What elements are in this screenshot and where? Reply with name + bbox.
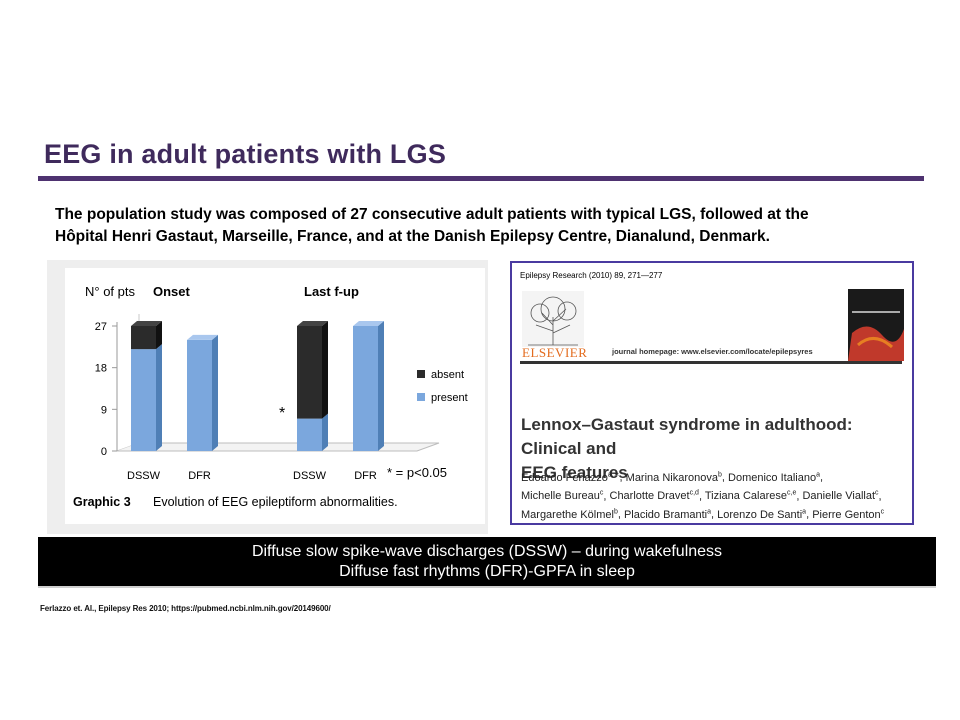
y-tick-label: 18 [95, 363, 107, 375]
author-name: Lorenzo De Santia [717, 508, 807, 521]
author-name: Tiziana Calaresec,e [704, 489, 797, 503]
author-name: Placido Bramantia [623, 508, 712, 521]
citation: Ferlazzo et. Al., Epilepsy Res 2010; htt… [40, 604, 331, 613]
journal-reference: Epilepsy Research (2010) 89, 271—277 [520, 271, 663, 280]
x-tick-label: DFR [188, 470, 211, 482]
elsevier-tree-icon [522, 291, 584, 347]
paper-header: Epilepsy Research (2010) 89, 271—277 ELS… [520, 271, 904, 364]
paper-title-line-2: EEG features [521, 463, 628, 482]
bar-side [156, 344, 162, 451]
paper-title: Lennox–Gastaut syndrome in adulthood: Cl… [521, 413, 911, 485]
paper-authors: Edoardo Ferlazzoa,∗, Marina Nikaronovab,… [521, 471, 885, 521]
bar-segment [131, 349, 156, 451]
journal-homepage: journal homepage: www.elsevier.com/locat… [612, 347, 813, 356]
bar-segment [131, 326, 156, 350]
group-label: Last f-up [304, 284, 359, 299]
y-tick-label: 9 [101, 404, 107, 416]
paper-title-line-1: Lennox–Gastaut syndrome in adulthood: Cl… [521, 415, 853, 458]
bar-side [156, 321, 162, 350]
author-name: Domenico Italianoa [728, 471, 820, 484]
intro-line-2: Hôpital Henri Gastaut, Marseille, France… [55, 228, 770, 245]
author-name: Edoardo Ferlazzoa,∗ [521, 471, 620, 484]
eeg-banner: Diffuse slow spike-wave discharges (DSSW… [38, 537, 936, 588]
title-underline [38, 176, 924, 181]
bar-segment [297, 418, 322, 451]
author-name: Charlotte Dravetc,d [609, 489, 699, 503]
caption-text: Evolution of EEG epileptiform abnormalit… [153, 495, 398, 509]
intro-text: The population study was composed of 27 … [55, 204, 895, 248]
x-tick-label: DSSW [293, 470, 327, 482]
bar-top [297, 321, 328, 326]
intro-line-1: The population study was composed of 27 … [55, 206, 809, 223]
significance-marker: * [279, 405, 285, 422]
journal-cover-icon [848, 289, 904, 361]
chart-floor [117, 442, 440, 452]
author-name: Margarethe Kölmelb [521, 508, 618, 521]
bar-segment [297, 326, 322, 419]
author-name: Marina Nikaronovab [625, 471, 722, 484]
paper-excerpt: Epilepsy Research (2010) 89, 271—277 ELS… [510, 261, 914, 525]
bar-top [353, 321, 384, 326]
caption-label: Graphic 3 [73, 495, 131, 509]
bar-side [322, 321, 328, 419]
author-name: Pierre Gentonc [812, 508, 885, 521]
legend-label: absent [431, 369, 464, 381]
bar-top [187, 334, 218, 340]
y-axis-label: N° of pts [85, 284, 135, 299]
legend-swatch [417, 393, 425, 401]
chart-panel: 0 9 18 27 N° of pts Onset Last f-up DSSW DFR DSSW… [47, 260, 488, 534]
banner-line-2: Diffuse fast rhythms (DFR)-GPFA in sleep [339, 563, 635, 580]
bar-segment [187, 339, 212, 451]
p-value-note: * = p<0.05 [387, 465, 447, 480]
chart-figure: 0 9 18 27 N° of pts Onset Last f-up DSSW DFR DSSW… [65, 268, 485, 524]
slide-title: EEG in adult patients with LGS [44, 139, 447, 169]
author-name: Danielle Viallatc [802, 489, 879, 503]
eeg-bar-chart: 0 9 18 27 N° of pts Onset Last f-up DSSW DFR DSSW… [73, 284, 468, 509]
author-name: Michelle Bureauc [521, 489, 604, 503]
bar-segment [353, 326, 378, 451]
bar-side [322, 413, 328, 451]
y-tick-label: 27 [95, 321, 107, 333]
x-tick-label: DFR [354, 470, 377, 482]
bar-side [378, 321, 384, 451]
bar-side [212, 334, 218, 451]
legend-label: present [431, 392, 468, 404]
group-label: Onset [153, 284, 191, 299]
banner-line-1: Diffuse slow spike-wave discharges (DSSW… [251, 543, 723, 560]
x-tick-label: DSSW [127, 470, 161, 482]
y-tick-label: 0 [101, 446, 107, 458]
bar-top [131, 321, 162, 326]
publisher-name: ELSEVIER [522, 345, 588, 360]
legend-swatch [417, 370, 425, 378]
